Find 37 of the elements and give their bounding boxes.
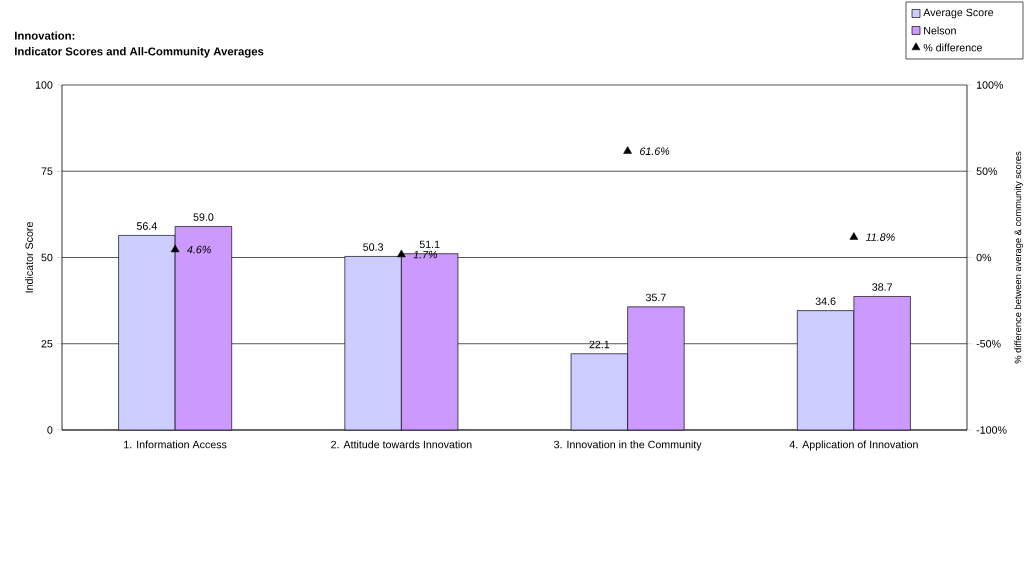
data-label: 22.1 bbox=[589, 340, 610, 349]
y2-axis-title: % difference between average & community scores bbox=[1014, 151, 1024, 364]
x-tick-label: 3. Innovation in the Community bbox=[554, 440, 702, 451]
data-label: 51.1 bbox=[419, 240, 440, 249]
y2-tick-label: 0% bbox=[976, 253, 992, 262]
y2-tick-label: -50% bbox=[976, 339, 1001, 348]
data-label: 1.7% bbox=[413, 250, 438, 259]
y-axis-title: Indicator Score bbox=[25, 222, 34, 293]
legend-label: Average Score bbox=[923, 8, 994, 19]
data-label: 50.3 bbox=[363, 243, 383, 251]
y2-tick-label: -100% bbox=[976, 426, 1007, 434]
data-label: 38.7 bbox=[872, 283, 892, 291]
point bbox=[849, 232, 859, 240]
chart-title: Innovation: bbox=[15, 31, 75, 40]
y-tick-label: 0 bbox=[47, 426, 53, 434]
x-tick-label: 2. Attitude towards Innovation bbox=[331, 440, 472, 449]
data-label: 35.7 bbox=[645, 293, 666, 302]
y2-tick-label: 100% bbox=[976, 81, 1004, 89]
y-tick-label: 75 bbox=[41, 167, 53, 175]
data-label: 11.8% bbox=[865, 233, 895, 241]
point bbox=[623, 146, 632, 154]
x-tick-label: 4. Application of Innovation bbox=[789, 440, 918, 451]
point bbox=[397, 249, 406, 258]
data-label: 59.0 bbox=[193, 213, 214, 221]
data-label: 61.6% bbox=[640, 147, 670, 156]
y-tick-label: 100 bbox=[35, 81, 53, 89]
y-tick-label: 25 bbox=[41, 339, 53, 348]
x-tick-label: 1. Information Access bbox=[124, 440, 227, 449]
data-label: 34.6 bbox=[815, 297, 836, 306]
chart-subtitle: Indicator Scores and All-Community Averages bbox=[15, 47, 264, 58]
y2-tick-label: 50% bbox=[976, 167, 998, 176]
point bbox=[170, 244, 180, 253]
y-tick-label: 50 bbox=[41, 253, 53, 262]
legend-label: Nelson bbox=[924, 26, 956, 35]
legend-label: % difference bbox=[923, 43, 982, 52]
data-label: 4.6% bbox=[187, 245, 211, 254]
data-label: 56.4 bbox=[136, 222, 157, 230]
